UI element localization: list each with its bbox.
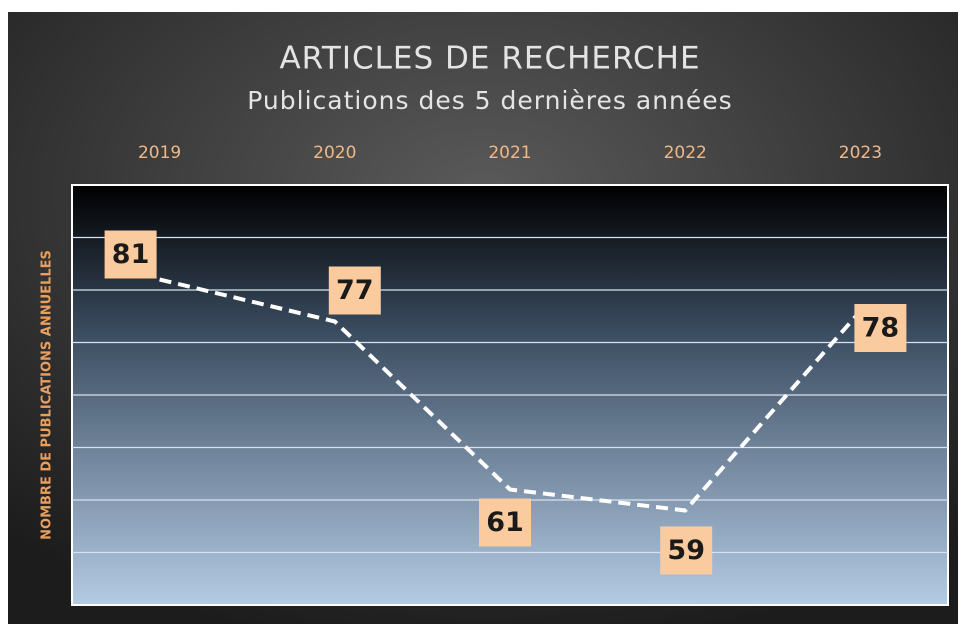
data-label-box [328,266,381,315]
x-tick-label: 2023 [839,143,882,163]
data-label-box [660,526,713,575]
data-label: 77 [336,275,374,306]
chart-subtitle: Publications des 5 dernières années [247,86,732,115]
data-label-box [479,498,531,547]
x-tick-label: 2021 [488,143,531,163]
x-tick-label: 2019 [138,143,181,163]
chart-title: ARTICLES DE RECHERCHE [279,41,700,77]
data-label: 59 [667,535,705,566]
x-tick-label: 2022 [664,143,707,163]
data-line [159,277,862,513]
data-label: 78 [862,313,900,344]
data-label: 61 [486,507,524,538]
y-axis-label: NOMBRE DE PUBLICATIONS ANNUELLES [40,250,55,540]
data-label-box [104,230,157,279]
x-tick-label: 2020 [313,143,356,163]
data-label-box [854,304,907,352]
data-label: 81 [112,239,150,270]
